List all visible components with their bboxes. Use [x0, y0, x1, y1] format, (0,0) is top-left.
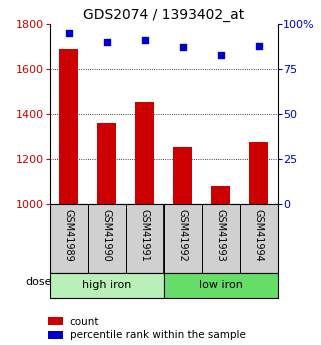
Point — [256, 43, 261, 48]
Text: high iron: high iron — [82, 280, 131, 290]
Text: GSM41993: GSM41993 — [216, 209, 226, 262]
Bar — [50, 273, 164, 298]
Text: dose: dose — [25, 277, 52, 287]
Bar — [164, 273, 278, 298]
Point — [104, 39, 109, 45]
Bar — [173, 148, 192, 204]
Text: GSM41989: GSM41989 — [64, 209, 74, 262]
Text: count: count — [70, 317, 99, 327]
Bar — [48, 331, 63, 339]
Point — [142, 38, 147, 43]
Point — [66, 30, 71, 36]
Bar — [59, 49, 78, 204]
Bar — [97, 123, 116, 204]
Text: GSM41990: GSM41990 — [102, 209, 112, 262]
Text: low iron: low iron — [199, 280, 243, 290]
Text: GSM41991: GSM41991 — [140, 209, 150, 262]
Bar — [211, 186, 230, 204]
Point — [218, 52, 223, 57]
Text: GSM41994: GSM41994 — [254, 209, 264, 262]
Bar — [48, 317, 63, 325]
Text: percentile rank within the sample: percentile rank within the sample — [70, 330, 246, 340]
Title: GDS2074 / 1393402_at: GDS2074 / 1393402_at — [83, 8, 244, 22]
Bar — [135, 101, 154, 204]
Point — [180, 45, 185, 50]
Bar — [249, 142, 268, 204]
Text: GSM41992: GSM41992 — [178, 209, 188, 262]
